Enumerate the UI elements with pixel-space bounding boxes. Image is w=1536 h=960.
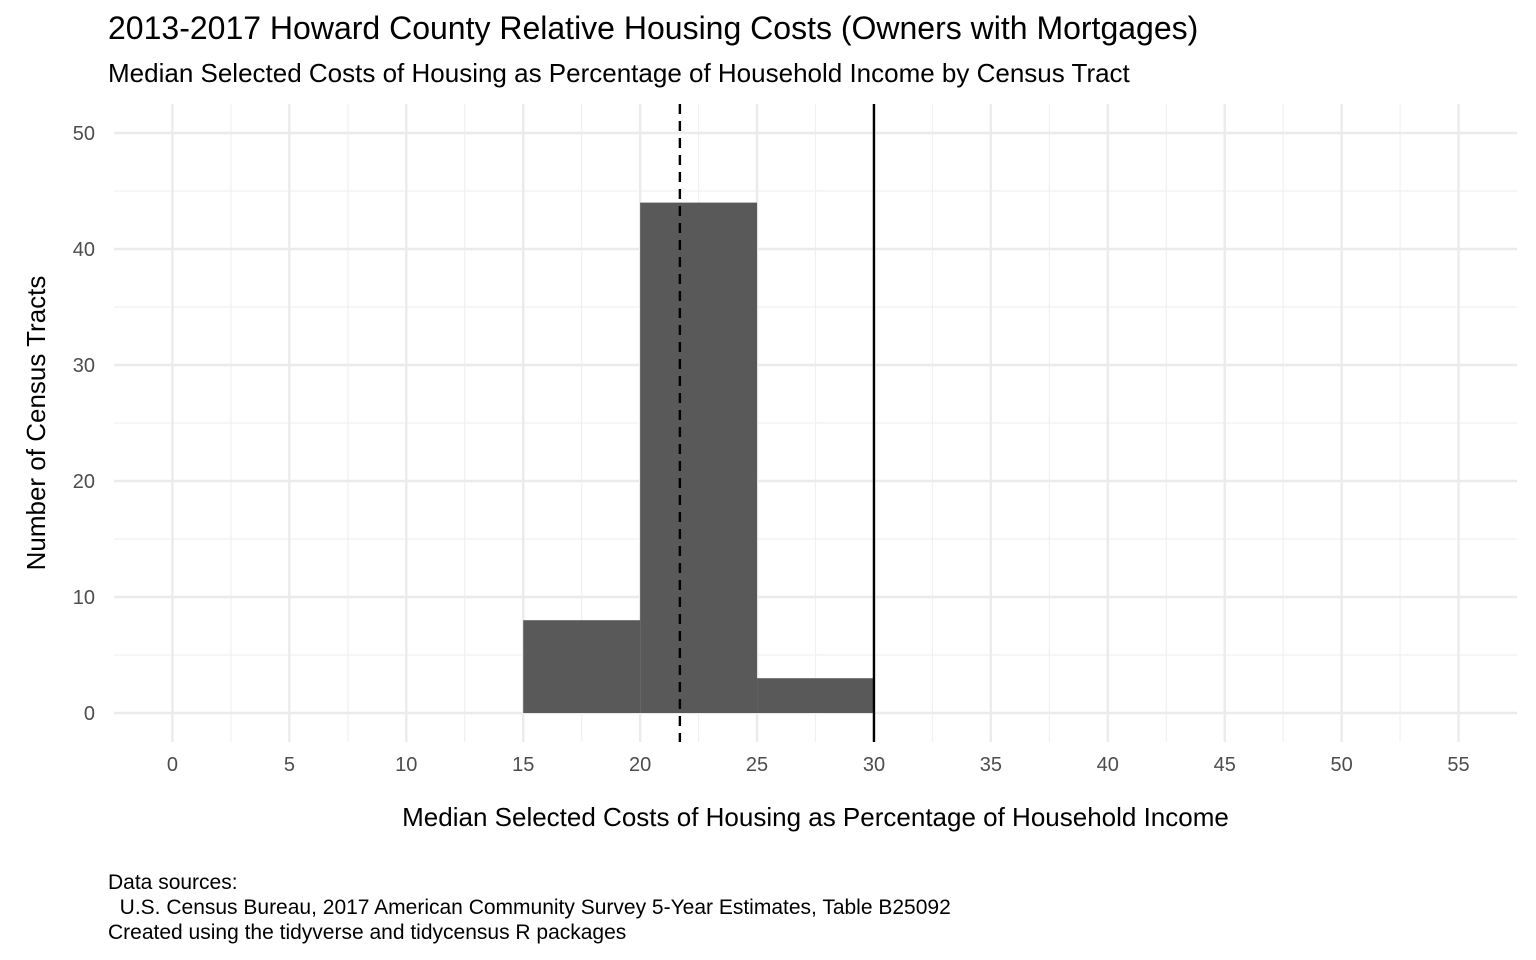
histogram-bar [640, 202, 758, 713]
x-tick-label: 30 [863, 754, 885, 776]
y-tick-label: 30 [73, 355, 95, 377]
y-tick-label: 20 [73, 471, 95, 493]
x-tick-label: 5 [284, 754, 295, 776]
x-tick-label: 20 [629, 754, 651, 776]
x-tick-label: 10 [395, 754, 417, 776]
histogram-bars [523, 202, 874, 713]
y-axis-ticks: 0 10 20 30 40 50 [73, 123, 95, 725]
chart-caption: Data sources: U.S. Census Bureau, 2017 A… [108, 871, 951, 944]
histogram-bar [757, 678, 874, 713]
x-tick-label: 0 [167, 754, 178, 776]
x-tick-label: 40 [1097, 754, 1119, 776]
x-tick-label: 35 [980, 754, 1002, 776]
x-tick-label: 45 [1214, 754, 1236, 776]
y-tick-label: 0 [84, 703, 95, 725]
y-axis-title: Number of Census Tracts [21, 276, 51, 571]
x-tick-label: 15 [512, 754, 534, 776]
x-tick-label: 25 [746, 754, 768, 776]
reference-lines [678, 104, 876, 742]
chart-subtitle: Median Selected Costs of Housing as Perc… [108, 58, 1130, 88]
y-tick-label: 50 [73, 123, 95, 145]
y-tick-label: 40 [73, 239, 95, 261]
x-axis-ticks: 0 5 10 15 20 25 30 35 40 45 50 55 [167, 754, 1470, 776]
chart-title: 2013-2017 Howard County Relative Housing… [108, 10, 1199, 46]
grid-lines [114, 104, 1517, 742]
x-tick-label: 50 [1331, 754, 1353, 776]
y-tick-label: 10 [73, 587, 95, 609]
x-axis-title: Median Selected Costs of Housing as Perc… [402, 802, 1229, 832]
x-tick-label: 55 [1447, 754, 1469, 776]
histogram-bar [523, 620, 641, 713]
